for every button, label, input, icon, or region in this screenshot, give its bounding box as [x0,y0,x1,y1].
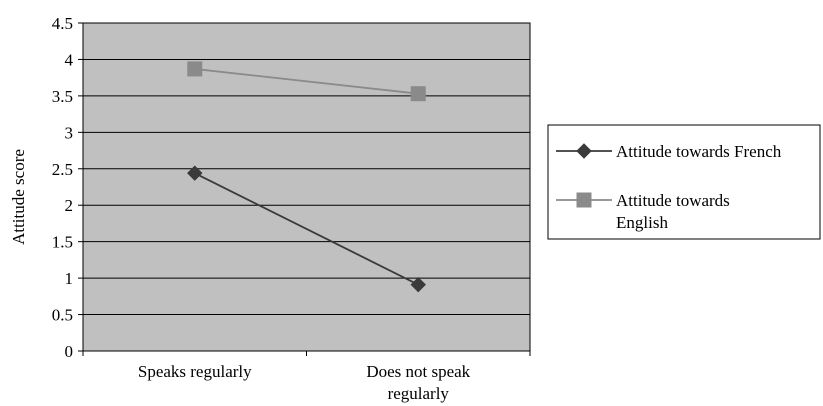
legend-entry-1: Attitude towards French [556,142,782,161]
y-axis-title: Attitude score [9,149,28,245]
x-tick-label-line: Does not speak [366,362,470,381]
x-tick-label: Does not speak regularly [366,362,470,403]
series-2 [187,61,426,102]
legend-label: Attitude towards French [616,142,782,161]
gridlines [83,22,530,316]
series-group [187,61,426,293]
legend-label-line: Attitude towards French [616,142,782,161]
x-tick-label: Speaks regularly [138,362,252,381]
data-point-diamond [187,165,203,181]
legend-entry-2: Attitude towards English [556,191,730,232]
data-point-square [410,86,426,102]
legend-label-line: Attitude towards [616,191,730,210]
legend-label-line: English [616,213,668,232]
data-point-diamond [410,276,426,293]
y-tick-label: 4.5 [52,14,73,33]
y-tick-label: 2.5 [52,160,73,179]
y-tick-label: 0.5 [52,306,73,325]
y-tick-label: 1 [65,269,74,288]
data-point-square [187,61,203,77]
x-tick-label-line: regularly [388,384,450,403]
y-tick-label: 3.5 [52,87,73,106]
y-tick-label: 1.5 [52,233,73,252]
x-axis: Speaks regularly Does not speak regularly [82,350,531,403]
plot-area [82,22,531,352]
data-point-diamond [576,143,592,159]
y-tick-label: 3 [65,123,74,142]
series-line [194,68,419,95]
series-1 [187,165,426,293]
y-tick-label: 4 [65,50,74,69]
x-tick-label-line: Speaks regularly [138,362,252,381]
y-tick-label: 2 [65,196,74,215]
legend-box [547,124,821,240]
legend: Attitude towards French Attitude towards E… [547,124,821,240]
legend-label: Attitude towards English [616,191,730,232]
series-line [194,172,419,286]
y-tick-label: 0 [65,342,74,361]
y-axis: 0 0.5 1 1.5 2 2.5 3 3.5 4 4.5 [52,14,84,361]
data-point-square [576,192,592,208]
